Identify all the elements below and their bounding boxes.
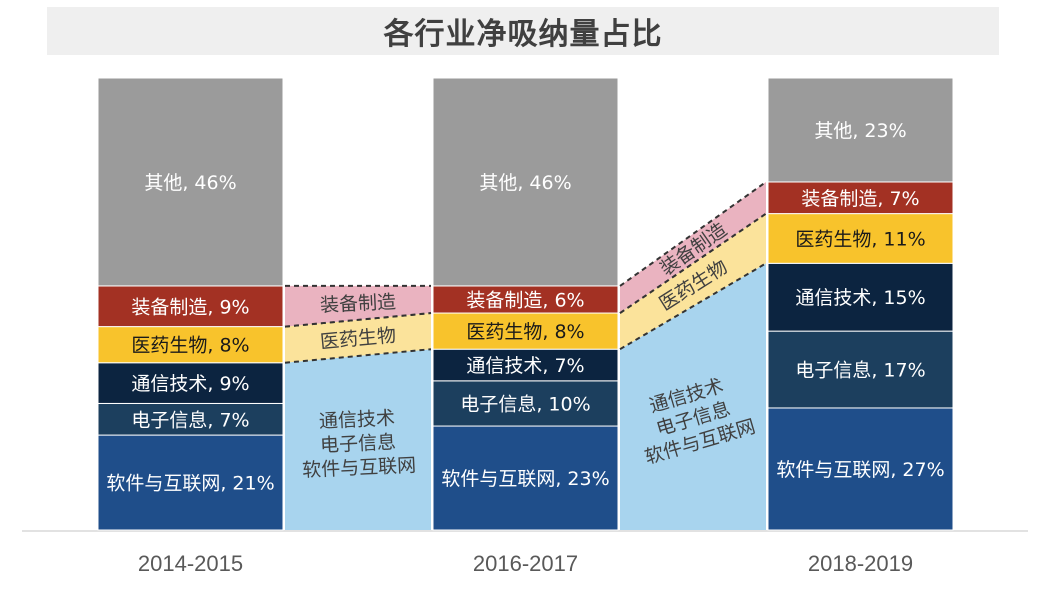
data-label: 软件与互联网, 27% (776, 459, 944, 481)
data-label: 通信技术, 7% (466, 355, 584, 377)
flow-band-equipment (620, 181, 766, 314)
data-label: 医药生物, 11% (795, 228, 925, 250)
flow-dashed-edge (619, 212, 767, 314)
x-tick-label: 2016-2017 (473, 551, 578, 576)
flow-dashed-edge (619, 181, 767, 287)
bar-segment (432, 77, 619, 287)
data-label: 装备制造, 7% (801, 188, 919, 210)
data-label: 装备制造, 9% (131, 296, 249, 318)
data-label: 其他, 23% (814, 120, 906, 142)
bar-segment (97, 77, 284, 287)
flow-dashed-edge (619, 262, 767, 351)
flow-dashed-edge (284, 348, 432, 364)
data-label: 其他, 46% (144, 172, 236, 194)
data-label: 软件与互联网, 23% (441, 468, 609, 490)
bar-segment (767, 262, 954, 332)
bar-2014-2015: 软件与互联网, 21% 电子信息, 7% 通信技术, 9% 医药生物, 8% 装备制造,… (97, 77, 284, 531)
bar-segment (97, 285, 284, 328)
data-label: 医药生物, 8% (131, 335, 249, 357)
flow-dashed-edge (284, 312, 432, 328)
data-label: 医药生物, 8% (466, 321, 584, 343)
bar-segment (432, 312, 619, 350)
bar-segment (97, 326, 284, 364)
flow-label: 通信技术电子信息软件与互联网 (299, 406, 416, 481)
flow-band-pharma (620, 213, 766, 350)
chart-title: 各行业净吸纳量占比 (383, 17, 663, 52)
bar-segment (432, 425, 619, 531)
bar-segment (432, 380, 619, 427)
bar-segment (432, 348, 619, 382)
data-label: 装备制造, 6% (466, 289, 584, 311)
flow-label: 装备制造 (320, 291, 397, 317)
bar-2016-2017: 软件与互联网, 23% 电子信息, 10% 通信技术, 7% 医药生物, 8% 装备制造… (432, 77, 619, 531)
bar-segment (767, 213, 954, 264)
bar-segment (767, 181, 954, 215)
bar-segment (767, 77, 954, 183)
flow-band-tech (285, 349, 431, 530)
bar-segment (432, 285, 619, 314)
bar-segment (767, 330, 954, 409)
flow-bands: 通信技术电子信息软件与互联网医药生物装备制造通信技术电子信息软件与互联网医药生物… (284, 181, 767, 530)
x-tick-label: 2014-2015 (138, 551, 243, 576)
bar-2018-2019: 软件与互联网, 27% 电子信息, 17% 通信技术, 15% 医药生物, 11% 装备… (767, 77, 954, 531)
data-label: 其他, 46% (479, 172, 571, 194)
bar-segment (767, 407, 954, 531)
flow-band-tech (620, 263, 766, 530)
bar-segment (97, 402, 284, 436)
data-label: 电子信息, 17% (795, 360, 925, 382)
data-label: 通信技术, 9% (131, 373, 249, 395)
chart-title-band: 各行业净吸纳量占比 (47, 7, 999, 55)
x-tick-label: 2018-2019 (808, 551, 913, 576)
data-label: 电子信息, 10% (460, 393, 590, 415)
data-label: 通信技术, 15% (795, 287, 925, 309)
bar-segment (97, 434, 284, 531)
data-label: 电子信息, 7% (131, 409, 249, 431)
flow-band-pharma (285, 313, 431, 363)
data-label: 软件与互联网, 21% (106, 473, 274, 495)
bar-segment (97, 362, 284, 404)
